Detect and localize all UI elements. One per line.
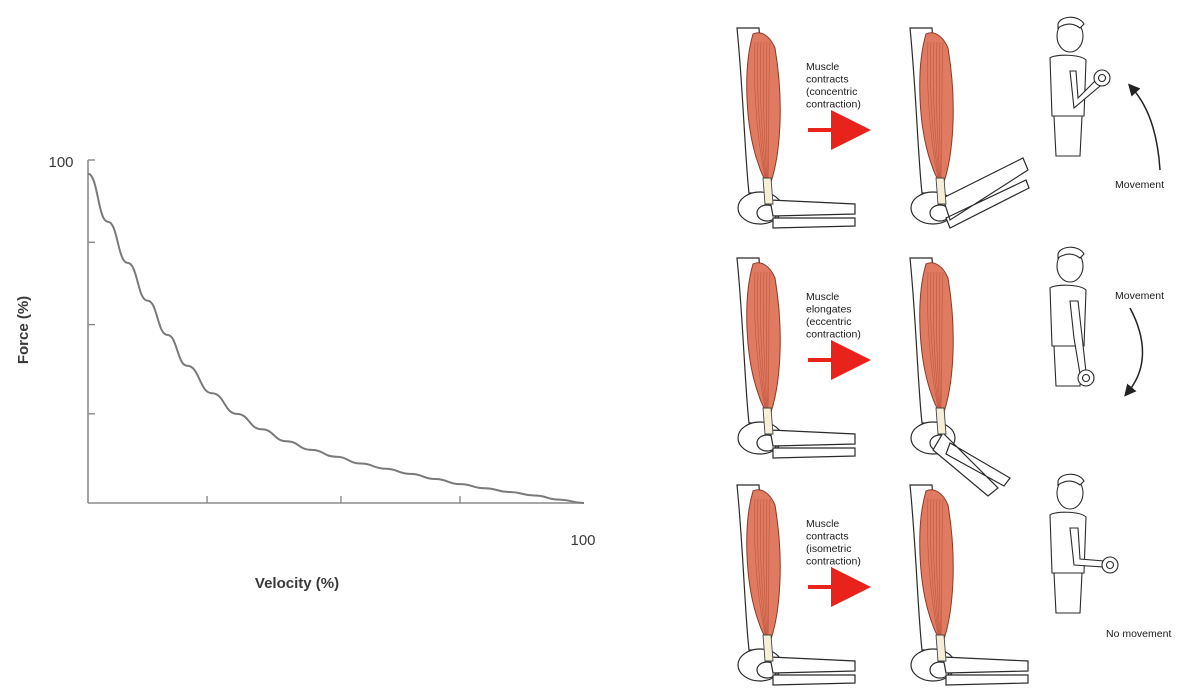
person-figure (1049, 473, 1119, 614)
person-legs (1053, 572, 1083, 614)
caption-line: contracts (806, 74, 849, 86)
arm-after (909, 257, 1011, 497)
arm-before (736, 257, 856, 459)
contraction-caption: Muscle elongates (eccentric contraction) (806, 291, 861, 341)
person-figure (1049, 16, 1111, 157)
caption-line: elongates (806, 304, 852, 316)
caption-line: contraction) (806, 329, 861, 341)
contraction-caption: Muscle contracts (isometric contraction) (806, 518, 861, 568)
caption-line: Muscle (806, 61, 839, 73)
contraction-panel: Muscle elongates (eccentric contraction) Mov… (736, 246, 1164, 497)
x-axis-title: Velocity (%) (255, 575, 339, 592)
contraction-panel: Muscle contracts (concentric contraction) Mo… (736, 16, 1164, 229)
caption-line: (isometric (806, 543, 852, 555)
caption-line: (eccentric (806, 316, 852, 328)
x-tick-label-100: 100 (570, 532, 595, 549)
y-tick-label-100: 100 (48, 154, 73, 171)
person-legs (1053, 345, 1083, 387)
person-torso (1049, 54, 1087, 117)
caption-line: Muscle (806, 291, 839, 303)
contraction-panel: Muscle contracts (isometric contraction) No … (736, 473, 1171, 686)
caption-line: Muscle (806, 518, 839, 530)
caption-line: contraction) (806, 99, 861, 111)
movement-label: Movement (1115, 290, 1164, 302)
force-velocity-chart: 100 100 Velocity (%) Force (%) (15, 154, 596, 592)
arm-after (909, 484, 1029, 686)
chart-ticks (88, 159, 461, 503)
arm-after (909, 27, 1030, 229)
movement-label: Movement (1115, 179, 1164, 191)
force-velocity-curve (87, 172, 585, 504)
person-arm (1069, 527, 1105, 568)
caption-line: (concentric (806, 86, 857, 98)
caption-line: contracts (806, 531, 849, 543)
arm-before (736, 484, 856, 686)
person-figure (1049, 246, 1095, 387)
contraction-caption: Muscle contracts (concentric contraction) (806, 61, 861, 111)
contraction-panels: Muscle contracts (concentric contraction)Mo… (736, 16, 1171, 686)
movement-label: No movement (1106, 628, 1171, 640)
movement-arrow (1124, 307, 1144, 397)
arm-before (736, 27, 856, 229)
y-axis-title: Force (%) (15, 296, 32, 364)
person-legs (1053, 115, 1083, 157)
caption-line: contraction) (806, 556, 861, 568)
movement-arrow (1127, 83, 1161, 171)
